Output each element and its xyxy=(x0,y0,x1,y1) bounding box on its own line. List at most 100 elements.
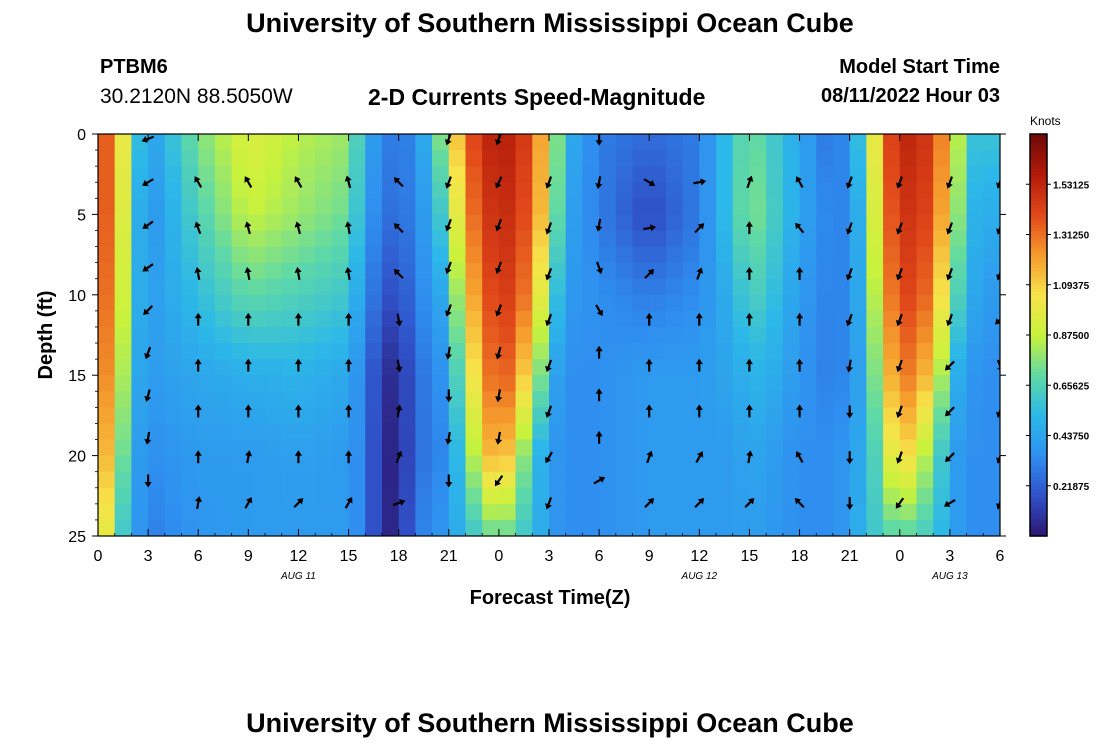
heatmap-cell xyxy=(782,198,801,215)
heatmap-cell xyxy=(265,198,283,215)
heatmap-cell xyxy=(599,246,617,264)
heatmap-cell xyxy=(381,278,400,296)
heatmap-cell xyxy=(832,166,851,183)
colorbar-segment xyxy=(1030,247,1047,252)
heatmap-cell xyxy=(315,262,333,280)
heatmap-cell xyxy=(164,326,183,344)
heatmap-cell xyxy=(632,423,650,441)
y-axis-label: Depth (ft) xyxy=(35,291,57,380)
heatmap-cell xyxy=(398,246,416,264)
heatmap-cell xyxy=(498,407,517,425)
heatmap-cell xyxy=(131,166,149,183)
heatmap-cell xyxy=(248,503,266,521)
current-arrow xyxy=(194,450,202,464)
heatmap-cell xyxy=(348,198,366,215)
heatmap-cell xyxy=(465,326,483,344)
heatmap-cell xyxy=(916,198,934,215)
current-arrow xyxy=(946,313,953,327)
heatmap-cell xyxy=(949,166,968,183)
heatmap-cell xyxy=(415,391,433,408)
heatmap-cell xyxy=(983,182,1000,199)
heatmap-cell xyxy=(265,230,283,248)
heatmap-cell xyxy=(766,359,784,376)
heatmap-cell xyxy=(331,407,350,425)
heatmap-cell xyxy=(348,278,366,296)
heatmap-cell xyxy=(298,294,316,312)
heatmap-cell xyxy=(315,278,333,296)
heatmap-cell xyxy=(649,198,667,215)
heatmap-cell xyxy=(231,310,249,328)
heatmap-cell xyxy=(816,343,834,360)
heatmap-cell xyxy=(682,487,700,505)
heatmap-cell xyxy=(732,423,751,441)
colorbar-segment xyxy=(1030,529,1047,534)
heatmap-cell xyxy=(565,503,583,521)
heatmap-cell xyxy=(883,214,901,232)
heatmap-cell xyxy=(114,262,132,280)
heatmap-cell xyxy=(766,487,784,505)
heatmap-cell xyxy=(198,471,216,489)
heatmap-cell xyxy=(832,487,851,505)
heatmap-cell xyxy=(883,471,901,489)
heatmap-cell xyxy=(298,343,316,360)
colorbar-segment xyxy=(1030,221,1047,226)
heatmap-cell xyxy=(315,230,333,248)
heatmap-cell xyxy=(448,230,467,248)
heatmap-cell xyxy=(231,134,249,151)
heatmap-cell xyxy=(281,214,300,232)
heatmap-cell xyxy=(164,166,183,183)
colorbar-segment xyxy=(1030,281,1047,286)
heatmap-cell xyxy=(214,375,233,392)
heatmap-cell xyxy=(181,150,199,167)
heatmap-cell xyxy=(381,439,400,457)
heatmap-cell xyxy=(949,503,968,521)
heatmap-cell xyxy=(565,230,583,248)
heatmap-cell xyxy=(916,262,934,280)
heatmap-cell xyxy=(699,439,717,457)
heatmap-cell xyxy=(482,343,500,360)
heatmap-cell xyxy=(198,359,216,376)
heatmap-cell xyxy=(565,198,583,215)
heatmap-cell xyxy=(214,214,233,232)
heatmap-cell xyxy=(732,407,751,425)
heatmap-cell xyxy=(716,375,734,392)
colorbar-segment xyxy=(1030,469,1047,473)
heatmap-cell xyxy=(916,343,934,360)
heatmap-cell xyxy=(615,262,634,280)
heatmap-cell xyxy=(448,326,467,344)
heatmap-cell xyxy=(816,278,834,296)
heatmap-cell xyxy=(465,503,483,521)
heatmap-cell xyxy=(281,278,300,296)
heatmap-cell xyxy=(381,262,400,280)
current-arrow xyxy=(944,360,955,371)
colorbar-segment xyxy=(1030,415,1047,420)
heatmap-cell xyxy=(131,375,149,392)
current-arrow xyxy=(495,304,502,317)
colorbar-segment xyxy=(1030,150,1047,155)
heatmap-cell xyxy=(465,359,483,376)
heatmap-cell xyxy=(866,230,884,248)
colorbar-segment xyxy=(1030,314,1047,319)
heatmap-cell xyxy=(615,455,634,473)
heatmap-cell xyxy=(164,519,183,536)
heatmap-cell xyxy=(482,326,500,344)
heatmap-cell xyxy=(966,198,984,215)
heatmap-cell xyxy=(265,294,283,312)
heatmap-cell xyxy=(582,326,600,344)
colorbar-segment xyxy=(1030,358,1047,363)
heatmap-cell xyxy=(381,391,400,408)
heatmap-cell xyxy=(214,246,233,264)
heatmap-cell xyxy=(749,375,767,392)
heatmap-cell xyxy=(315,519,333,536)
heatmap-cell xyxy=(565,214,583,232)
heatmap-cell xyxy=(699,375,717,392)
heatmap-cell xyxy=(866,278,884,296)
heatmap-cell xyxy=(265,166,283,183)
heatmap-cell xyxy=(665,262,684,280)
heatmap-cell xyxy=(599,294,617,312)
heatmap-cell xyxy=(949,310,968,328)
current-arrow xyxy=(393,223,404,234)
heatmap-cell xyxy=(699,407,717,425)
heatmap-cell xyxy=(432,359,450,376)
heatmap-cell xyxy=(248,407,266,425)
